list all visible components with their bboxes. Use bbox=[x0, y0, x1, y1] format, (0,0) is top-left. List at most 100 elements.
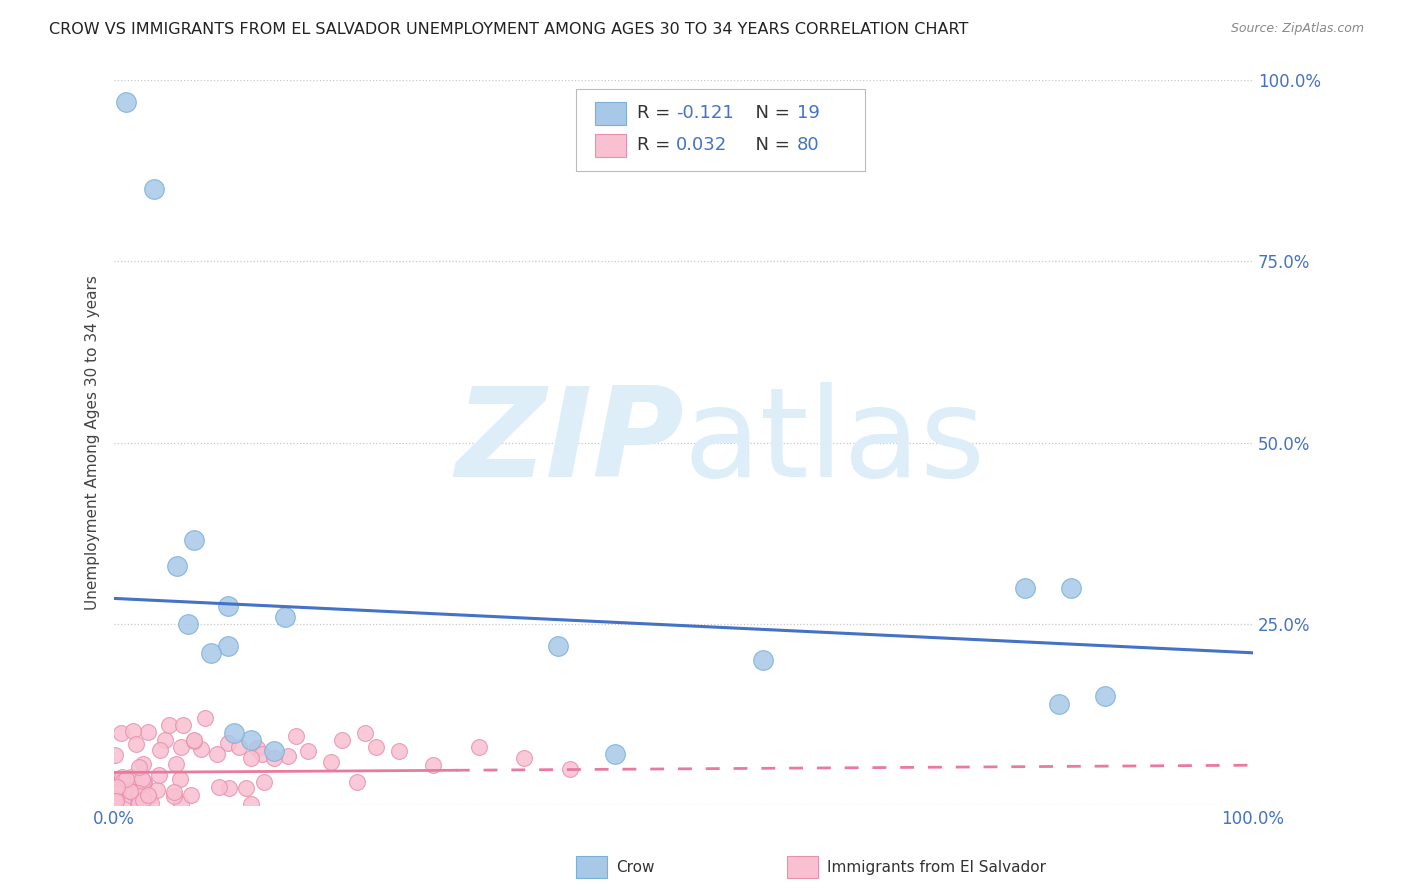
Point bbox=[1059, 581, 1081, 595]
Point bbox=[1047, 697, 1070, 711]
Point bbox=[111, 776, 134, 790]
Point bbox=[169, 772, 191, 787]
Point bbox=[143, 182, 166, 196]
Point bbox=[121, 785, 143, 799]
Point bbox=[136, 724, 159, 739]
Point bbox=[118, 789, 141, 803]
Text: ZIP: ZIP bbox=[454, 382, 683, 503]
Point bbox=[194, 711, 217, 725]
Y-axis label: Unemployment Among Ages 30 to 34 years: Unemployment Among Ages 30 to 34 years bbox=[86, 275, 100, 610]
Point bbox=[132, 792, 155, 806]
Text: Crow: Crow bbox=[616, 860, 654, 874]
Text: atlas: atlas bbox=[683, 382, 986, 503]
Point bbox=[138, 789, 160, 804]
Point bbox=[165, 756, 187, 771]
Point bbox=[285, 729, 308, 743]
Point bbox=[388, 744, 411, 758]
Point bbox=[163, 785, 186, 799]
Point bbox=[1014, 581, 1036, 595]
Point bbox=[105, 794, 128, 808]
Text: 19: 19 bbox=[797, 104, 820, 122]
Point bbox=[149, 743, 172, 757]
Point bbox=[422, 758, 444, 772]
Point bbox=[183, 732, 205, 747]
Point bbox=[110, 726, 132, 740]
Point bbox=[131, 772, 153, 786]
Point bbox=[190, 742, 212, 756]
Text: Immigrants from El Salvador: Immigrants from El Salvador bbox=[827, 860, 1046, 874]
Point bbox=[169, 739, 191, 754]
Point bbox=[128, 760, 150, 774]
Text: R =: R = bbox=[637, 104, 676, 122]
Point bbox=[114, 95, 136, 109]
Text: Source: ZipAtlas.com: Source: ZipAtlas.com bbox=[1230, 22, 1364, 36]
Point bbox=[104, 747, 127, 762]
Point bbox=[353, 725, 375, 739]
Point bbox=[159, 718, 181, 732]
Point bbox=[128, 796, 150, 810]
Point bbox=[183, 734, 205, 748]
Point bbox=[128, 789, 150, 803]
Point bbox=[217, 599, 239, 613]
Point bbox=[263, 751, 285, 765]
Point bbox=[104, 792, 127, 806]
Point bbox=[217, 736, 239, 750]
Point bbox=[132, 773, 155, 788]
Point bbox=[139, 796, 162, 810]
Point bbox=[118, 774, 141, 789]
Point bbox=[131, 757, 153, 772]
Point bbox=[297, 744, 319, 758]
Point bbox=[114, 772, 136, 786]
Point bbox=[250, 747, 273, 762]
Point bbox=[239, 797, 262, 811]
Point bbox=[180, 788, 202, 802]
Point bbox=[124, 737, 146, 751]
Point bbox=[120, 784, 142, 798]
Point bbox=[107, 786, 129, 800]
Point bbox=[239, 751, 262, 765]
Point bbox=[105, 780, 128, 794]
Text: 80: 80 bbox=[797, 136, 820, 154]
Point bbox=[145, 783, 167, 797]
Point bbox=[177, 616, 200, 631]
Text: N =: N = bbox=[744, 136, 796, 154]
Point bbox=[364, 740, 387, 755]
Point bbox=[166, 558, 188, 573]
Point bbox=[239, 732, 262, 747]
Point bbox=[104, 792, 127, 806]
Text: CROW VS IMMIGRANTS FROM EL SALVADOR UNEMPLOYMENT AMONG AGES 30 TO 34 YEARS CORRE: CROW VS IMMIGRANTS FROM EL SALVADOR UNEM… bbox=[49, 22, 969, 37]
Point bbox=[205, 747, 228, 762]
Point bbox=[228, 740, 250, 755]
Text: -0.121: -0.121 bbox=[676, 104, 734, 122]
Point bbox=[547, 639, 569, 653]
Point bbox=[235, 781, 257, 796]
Point bbox=[104, 792, 127, 806]
Point bbox=[104, 772, 127, 786]
Point bbox=[200, 646, 222, 660]
Point bbox=[120, 770, 142, 784]
Text: R =: R = bbox=[637, 136, 676, 154]
Point bbox=[208, 780, 231, 794]
Point bbox=[117, 795, 139, 809]
Point bbox=[153, 732, 176, 747]
Point bbox=[110, 774, 132, 789]
Point bbox=[134, 775, 156, 789]
Point bbox=[1094, 690, 1116, 704]
Point bbox=[104, 782, 127, 797]
Point bbox=[217, 639, 239, 653]
Point bbox=[253, 775, 276, 789]
Point bbox=[558, 762, 581, 776]
Point bbox=[163, 789, 186, 804]
Point bbox=[263, 744, 285, 758]
Point bbox=[513, 751, 536, 765]
Point bbox=[148, 768, 170, 782]
Point bbox=[183, 533, 205, 548]
Point bbox=[127, 786, 149, 800]
Point bbox=[330, 732, 353, 747]
Point bbox=[172, 718, 194, 732]
Point bbox=[605, 747, 627, 762]
Point bbox=[121, 723, 143, 738]
Point bbox=[274, 609, 297, 624]
Text: 0.032: 0.032 bbox=[676, 136, 727, 154]
Point bbox=[222, 725, 245, 739]
